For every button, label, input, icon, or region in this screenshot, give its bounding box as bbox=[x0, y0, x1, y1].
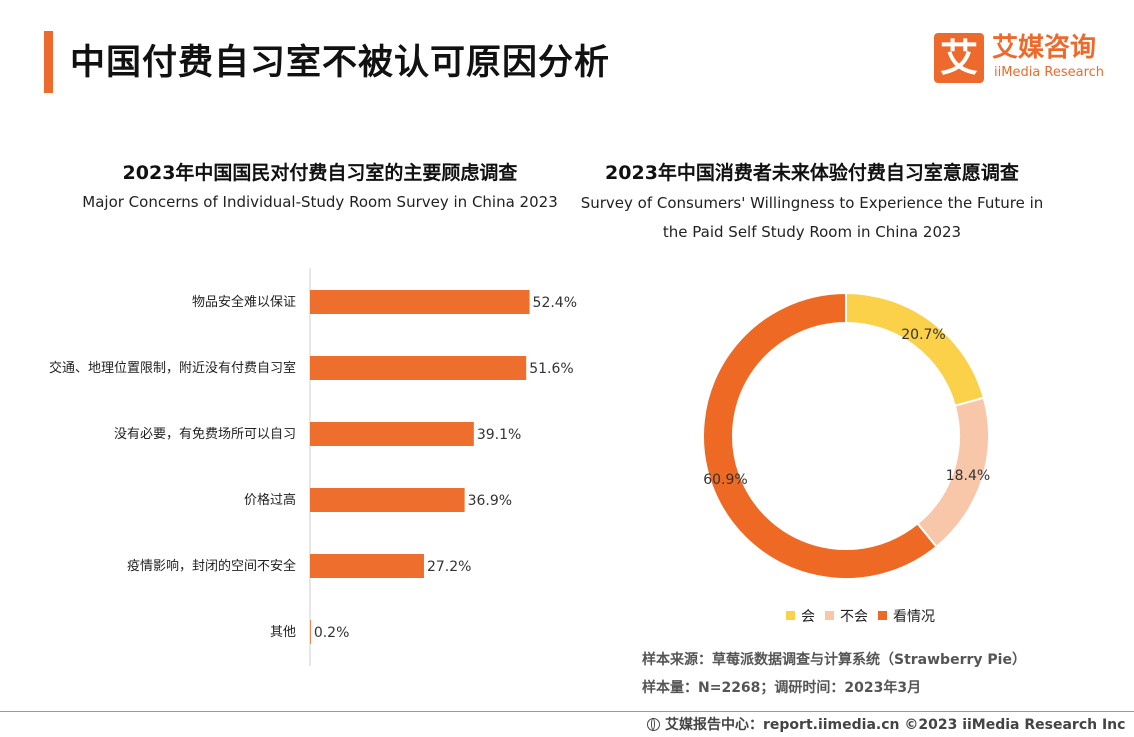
legend-label: 不会 bbox=[840, 609, 868, 625]
donut-chart-subtitle-line2: the Paid Self Study Room in China 2023 bbox=[662, 223, 962, 241]
bar-value-label: 0.2% bbox=[314, 625, 350, 641]
donut-chart: 20.7% 18.4% 60.9% bbox=[702, 291, 990, 580]
donut-chart-subtitle: Survey of Consumers' Willingness to Expe… bbox=[552, 189, 1072, 247]
legend-label: 看情况 bbox=[893, 609, 935, 625]
donut-slice bbox=[845, 291, 986, 408]
donut-value-label: 60.9% bbox=[703, 472, 747, 488]
bar-category-label: 交通、地理位置限制，附近没有付费自习室 bbox=[49, 360, 296, 376]
bar-value-label: 52.4% bbox=[533, 295, 577, 311]
footer: 艾媒报告中心：report.iimedia.cn ©2023 iiMedia R… bbox=[647, 714, 1125, 734]
bar-chart: 物品安全难以保证 52.4% 交通、地理位置限制，附近没有付费自习室 51.6% 没有必… bbox=[49, 268, 577, 666]
footer-divider bbox=[0, 711, 1134, 712]
bar-value-label: 36.9% bbox=[468, 493, 512, 509]
legend-item: 不会 bbox=[825, 606, 868, 626]
legend-swatch bbox=[825, 611, 834, 620]
source-line: 样本来源：草莓派数据调查与计算系统（Strawberry Pie） bbox=[642, 652, 1026, 668]
logo-cn-name: 艾媒咨询 bbox=[992, 33, 1097, 63]
title-accent-bar bbox=[44, 31, 53, 93]
donut-value-label: 20.7% bbox=[901, 327, 945, 343]
donut-value-label: 18.4% bbox=[946, 468, 990, 484]
bar-chart-subtitle: Major Concerns of Individual-Study Room … bbox=[82, 193, 558, 211]
page-title: 中国付费自习室不被认可原因分析 bbox=[70, 43, 611, 83]
globe-icon bbox=[647, 718, 660, 731]
donut-legend: 会 不会 看情况 bbox=[786, 606, 945, 626]
bar-value-label: 39.1% bbox=[477, 427, 521, 443]
brand-logo: 艾 艾媒咨询 iiMedia Research bbox=[934, 33, 1119, 83]
logo-glyph: 艾 bbox=[934, 33, 984, 83]
bar-category-label: 物品安全难以保证 bbox=[192, 294, 296, 310]
legend-swatch bbox=[878, 611, 887, 620]
bar bbox=[310, 290, 530, 314]
bar-category-label: 没有必要，有免费场所可以自习 bbox=[114, 427, 296, 442]
bar-value-label: 51.6% bbox=[529, 361, 573, 377]
legend-item: 会 bbox=[786, 606, 815, 626]
sample-line: 样本量：N=2268；调研时间：2023年3月 bbox=[642, 680, 922, 696]
logo-en-name: iiMedia Research bbox=[994, 65, 1105, 80]
legend-item: 看情况 bbox=[878, 606, 935, 626]
bar-category-label: 疫情影响，封闭的空间不安全 bbox=[127, 558, 296, 574]
footer-text: 艾媒报告中心：report.iimedia.cn ©2023 iiMedia R… bbox=[665, 717, 1126, 733]
legend-swatch bbox=[786, 611, 795, 620]
bar-chart-title: 2023年中国国民对付费自习室的主要顾虑调查 bbox=[122, 162, 518, 184]
bar-value-label: 27.2% bbox=[427, 559, 471, 575]
bar bbox=[310, 554, 424, 578]
bar bbox=[310, 620, 311, 644]
bar bbox=[310, 422, 474, 446]
bar bbox=[310, 356, 527, 380]
bar-category-label: 其他 bbox=[270, 625, 296, 640]
donut-chart-title: 2023年中国消费者未来体验付费自习室意愿调查 bbox=[605, 162, 1019, 184]
donut-slice bbox=[702, 291, 938, 580]
bar bbox=[310, 488, 465, 512]
bar-category-label: 价格过高 bbox=[244, 492, 296, 508]
legend-label: 会 bbox=[801, 609, 815, 625]
donut-chart-subtitle-line1: Survey of Consumers' Willingness to Expe… bbox=[580, 194, 1044, 212]
